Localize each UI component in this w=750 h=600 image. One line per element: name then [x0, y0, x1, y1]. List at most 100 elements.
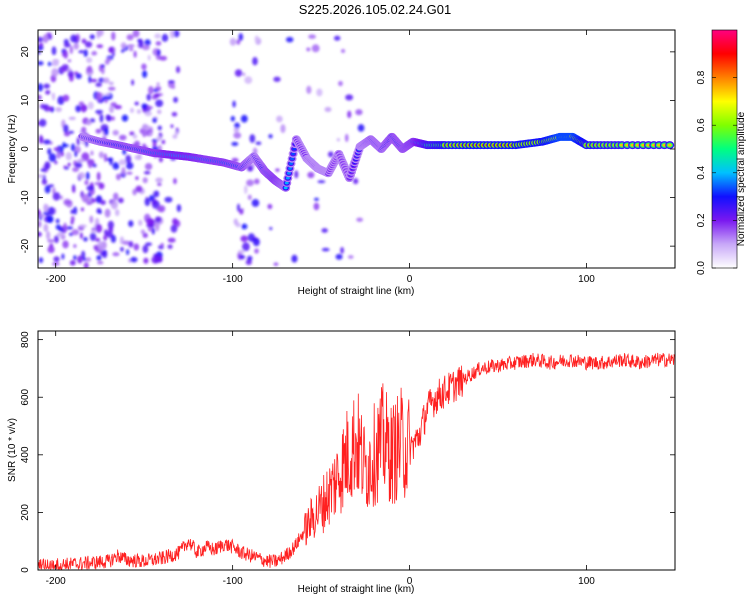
noise-blob — [86, 185, 95, 192]
noise-blob — [237, 249, 245, 254]
colorbar-frame — [711, 29, 738, 269]
noise-blob — [110, 200, 118, 210]
noise-blob — [73, 255, 77, 260]
noise-blob — [143, 257, 149, 264]
noise-blob — [146, 93, 152, 101]
noise-blob — [157, 205, 166, 213]
noise-blob — [38, 83, 44, 92]
noise-blob — [153, 93, 161, 98]
noise-blob — [55, 224, 62, 230]
snr-y-tick-label: 200 — [20, 504, 31, 521]
noise-blob — [313, 202, 320, 211]
noise-blob — [69, 45, 74, 55]
noise-blob — [46, 215, 54, 224]
noise-blob — [132, 30, 140, 38]
noise-blob — [83, 237, 88, 242]
noise-blob — [138, 219, 143, 226]
noise-blob — [307, 171, 315, 179]
colorbar-tick-label: 0.8 — [696, 70, 707, 84]
noise-blob — [88, 75, 92, 84]
snr-y-tick-label: 800 — [20, 331, 31, 348]
noise-blob — [321, 247, 330, 252]
noise-blob — [38, 257, 44, 264]
noise-blob — [62, 94, 70, 102]
noise-blob — [63, 165, 67, 169]
noise-blob — [147, 86, 154, 95]
snr-x-tick-label: -200 — [46, 576, 66, 587]
noise-blob — [117, 197, 124, 204]
noise-blob — [95, 109, 104, 114]
noise-blob — [345, 94, 354, 101]
noise-blob — [73, 244, 77, 248]
snr-series-line — [38, 352, 675, 570]
noise-blob — [77, 255, 83, 264]
noise-blob — [347, 110, 352, 119]
noise-blob — [48, 184, 55, 188]
noise-blob — [104, 208, 111, 218]
noise-blob — [160, 242, 164, 247]
noise-blob — [136, 109, 142, 114]
noise-blob — [173, 177, 177, 185]
ridge-core — [284, 181, 289, 185]
noise-blob — [86, 201, 93, 205]
noise-blob — [280, 124, 286, 134]
spectrogram-noise — [38, 30, 365, 268]
noise-blob — [90, 78, 98, 83]
noise-blob — [47, 61, 52, 67]
spectrogram-x-tick-label: -100 — [223, 274, 243, 285]
noise-blob — [156, 82, 160, 86]
noise-blob — [345, 133, 349, 143]
noise-blob — [108, 226, 114, 233]
noise-blob — [85, 120, 92, 126]
noise-blob — [99, 113, 104, 123]
noise-blob — [144, 162, 153, 171]
noise-blob — [126, 171, 133, 175]
noise-blob — [142, 70, 148, 78]
spectrogram-y-tick-label: 10 — [20, 94, 31, 106]
noise-blob — [129, 107, 134, 113]
noise-blob — [311, 44, 320, 53]
noise-blob — [239, 208, 244, 215]
noise-blob — [53, 147, 60, 151]
noise-blob — [64, 200, 72, 204]
noise-blob — [105, 92, 111, 97]
noise-blob — [39, 103, 46, 110]
noise-blob — [81, 38, 87, 44]
noise-blob — [255, 141, 262, 145]
noise-blob — [95, 237, 101, 242]
noise-blob — [230, 115, 236, 122]
noise-blob — [38, 231, 42, 237]
noise-blob — [107, 220, 114, 230]
noise-blob — [62, 240, 69, 249]
colorbar-label: Normalized spectral amplitude — [736, 111, 747, 246]
noise-blob — [81, 250, 86, 260]
noise-blob — [234, 69, 243, 77]
noise-blob — [78, 50, 85, 54]
noise-blob — [109, 105, 114, 114]
noise-blob — [62, 142, 66, 149]
noise-blob — [155, 222, 160, 232]
spectrogram-y-tick-label: 20 — [20, 46, 31, 58]
noise-blob — [63, 42, 71, 48]
noise-blob — [156, 49, 161, 57]
noise-blob — [242, 72, 246, 76]
noise-blob — [317, 180, 326, 184]
noise-blob — [127, 44, 135, 48]
noise-blob — [135, 176, 139, 180]
colorbar-tick-label: 0.0 — [696, 261, 707, 275]
snr-y-tick-label: 400 — [20, 446, 31, 463]
noise-blob — [321, 228, 328, 233]
noise-blob — [104, 128, 109, 136]
noise-blob — [78, 172, 86, 179]
noise-blob — [133, 243, 140, 251]
noise-blob — [102, 77, 110, 84]
noise-blob — [241, 223, 248, 230]
noise-blob — [104, 99, 108, 103]
noise-blob — [95, 223, 103, 233]
noise-blob — [38, 135, 44, 145]
ridge-core — [283, 186, 288, 190]
noise-blob — [133, 50, 137, 58]
ridge-core — [285, 176, 290, 180]
noise-blob — [70, 215, 75, 223]
noise-blob — [100, 64, 105, 69]
